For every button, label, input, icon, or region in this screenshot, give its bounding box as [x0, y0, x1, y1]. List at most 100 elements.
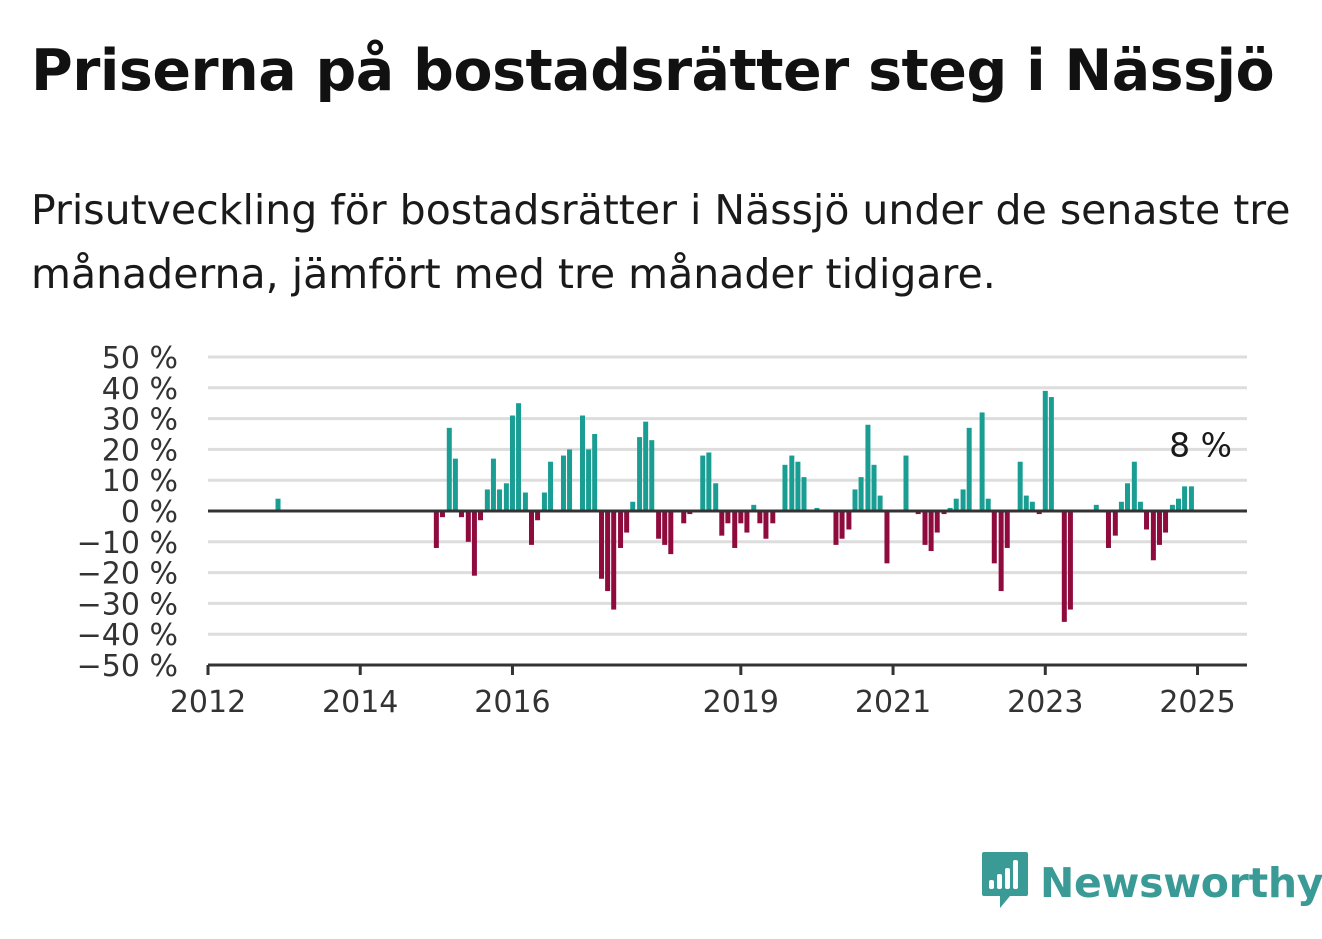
x-tick-label: 2025: [1159, 685, 1235, 720]
bar: [814, 507, 820, 511]
bar: [1067, 511, 1073, 610]
bar: [953, 498, 959, 511]
y-tick-label: 10 %: [102, 464, 178, 499]
bar: [732, 511, 738, 548]
bar: [941, 511, 947, 515]
bar: [503, 483, 509, 511]
bar: [839, 511, 845, 539]
x-tick-label: 2012: [170, 685, 246, 720]
bar: [560, 455, 566, 511]
bar: [439, 511, 445, 518]
bar: [541, 492, 547, 511]
bar: [1029, 501, 1035, 511]
bar: [706, 452, 712, 511]
y-tick-label: 40 %: [102, 372, 178, 407]
bar: [1118, 501, 1124, 511]
bar: [681, 511, 687, 524]
bar: [599, 511, 605, 579]
bar: [618, 511, 624, 548]
bar: [922, 511, 928, 545]
bar: [744, 511, 750, 533]
bar: [833, 511, 839, 545]
bar: [1137, 501, 1143, 511]
bar: [1017, 461, 1023, 511]
bar: [991, 511, 997, 564]
bar: [789, 455, 795, 511]
bar: [649, 440, 655, 511]
bar: [624, 511, 630, 533]
bar: [446, 427, 452, 511]
bar: [275, 498, 281, 511]
x-tick-label: 2023: [1007, 685, 1083, 720]
bar: [637, 437, 643, 511]
bar: [719, 511, 725, 536]
bar: [605, 511, 611, 592]
axes: [208, 509, 1247, 667]
bar: [592, 434, 598, 511]
bar: [1163, 511, 1169, 533]
bar: [611, 511, 617, 610]
bar: [668, 511, 674, 555]
bar: [579, 415, 585, 511]
bar: [934, 511, 940, 533]
bar: [1061, 511, 1067, 622]
bar: [751, 504, 757, 511]
bar: [1036, 511, 1042, 515]
bar: [516, 403, 522, 511]
newsworthy-logo-icon: [980, 850, 1030, 915]
bar: [458, 511, 464, 518]
newsworthy-logo-text: Newsworthy: [1040, 858, 1322, 907]
bar: [1004, 511, 1010, 548]
bar: [522, 492, 528, 511]
bar: [713, 483, 719, 511]
bars: [275, 390, 1194, 622]
bar: [846, 511, 852, 530]
bar: [656, 511, 662, 539]
bar: [884, 511, 890, 564]
bar: [738, 511, 744, 524]
bar: [1093, 504, 1099, 511]
bar: [795, 461, 801, 511]
bar: [1169, 504, 1175, 511]
bar: [1048, 397, 1054, 511]
bar: [782, 464, 788, 511]
y-tick-label: 0 %: [121, 495, 178, 530]
bar: [877, 495, 883, 511]
bar: [497, 489, 503, 511]
bar: [1156, 511, 1162, 545]
bar: [770, 511, 776, 524]
bar: [490, 458, 496, 511]
y-tick-label: 50 %: [102, 341, 178, 376]
y-tick-label: 30 %: [102, 403, 178, 438]
bar: [757, 511, 763, 524]
bar: [662, 511, 668, 545]
bar: [471, 511, 477, 576]
bar: [1182, 486, 1188, 511]
bar: [1023, 495, 1029, 511]
bar: [1042, 390, 1048, 511]
chart-title: Priserna på bostadsrätter steg i Nässjö: [31, 38, 1275, 104]
bar: [858, 477, 864, 511]
bar: [700, 455, 706, 511]
x-tick-label: 2019: [703, 685, 779, 720]
bar: [477, 511, 483, 521]
bar: [687, 511, 693, 515]
bar: [535, 511, 541, 521]
bar: [643, 421, 649, 511]
bar: [960, 489, 966, 511]
newsworthy-logo: Newsworthy: [980, 850, 1322, 915]
bar: [903, 455, 909, 511]
bar: [452, 458, 458, 511]
bar: [1144, 511, 1150, 530]
bar: [998, 511, 1004, 592]
y-tick-label: 20 %: [102, 433, 178, 468]
bar: [852, 489, 858, 511]
bar: [1150, 511, 1156, 561]
bar: [1112, 511, 1118, 536]
bar: [947, 507, 953, 511]
bar: [630, 501, 636, 511]
y-tick-label: −50 %: [77, 649, 178, 684]
bar: [1188, 486, 1194, 511]
bar: [966, 427, 972, 511]
bar: [928, 511, 934, 552]
